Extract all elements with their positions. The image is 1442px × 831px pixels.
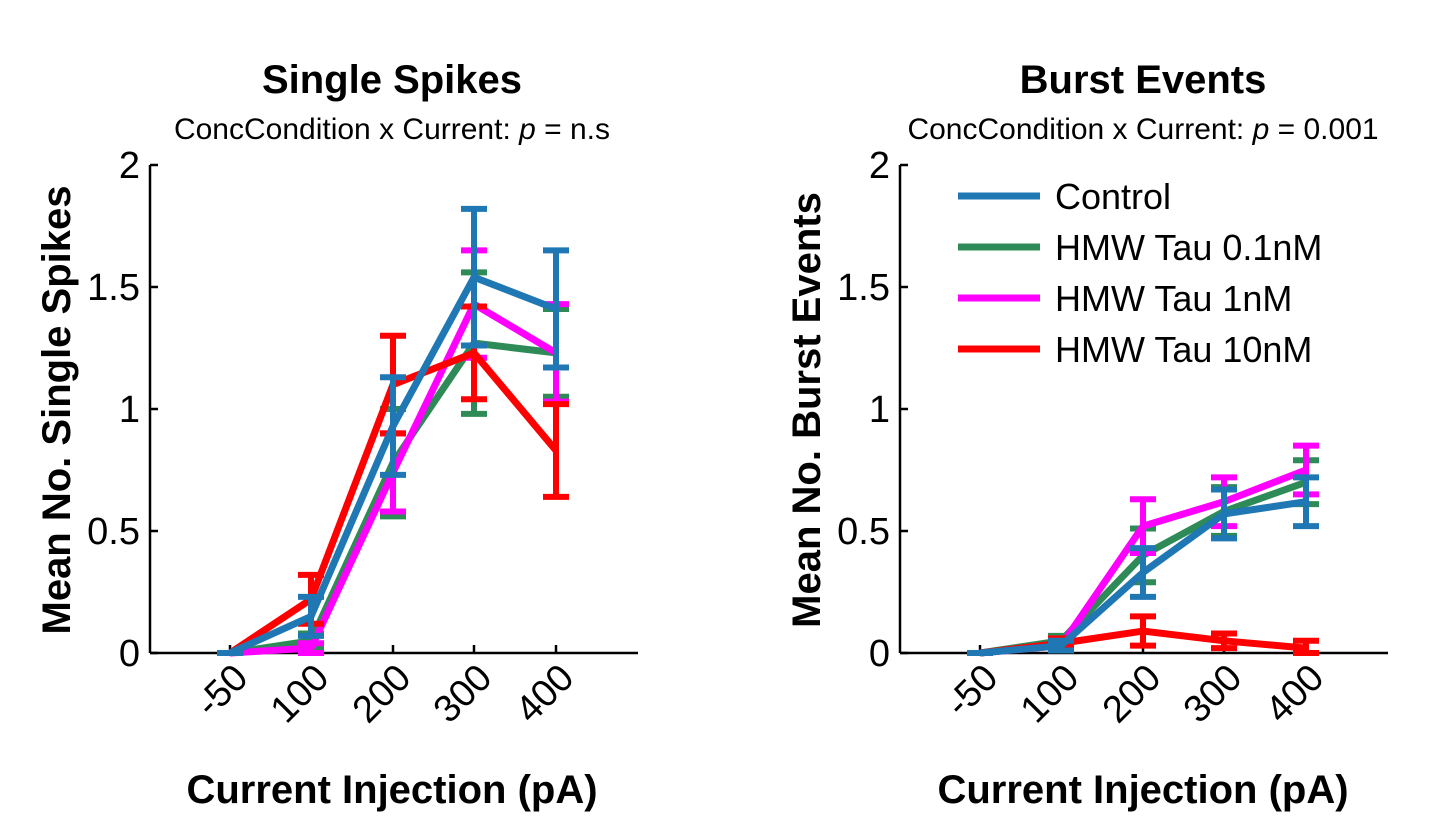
error-bar	[1048, 637, 1074, 654]
error-bar	[1293, 474, 1319, 530]
subtitle-prefix: ConcCondition x Current:	[907, 113, 1252, 146]
subtitle-suffix: = 0.001	[1269, 113, 1378, 146]
x-tick-label: 200	[1095, 657, 1170, 732]
chart-title: Single Spikes	[262, 58, 522, 102]
x-axis-label: Current Injection (pA)	[186, 768, 597, 812]
chart-subtitle: ConcCondition x Current: p = n.s	[174, 113, 610, 146]
legend-item-control: Control	[958, 176, 1171, 217]
subtitle-prefix: ConcCondition x Current:	[174, 113, 519, 146]
error-bar	[298, 640, 324, 656]
error-bar	[1211, 630, 1237, 652]
legend-item-hmw-tau-10nm: HMW Tau 10nM	[958, 329, 1312, 370]
error-bar	[543, 247, 569, 371]
legend-label: HMW Tau 1nM	[1055, 278, 1292, 319]
y-tick-label: 1.5	[87, 267, 140, 309]
x-tick-label: 200	[345, 657, 420, 732]
legend-item-hmw-tau-0-1nm: HMW Tau 0.1nM	[958, 227, 1322, 268]
x-tick-label: 400	[1258, 657, 1333, 732]
subtitle-p-symbol: p	[518, 113, 536, 146]
burst-events-panel: Burst Events ConcCondition x Current: p …	[785, 58, 1388, 812]
subtitle-suffix: = n.s	[536, 113, 610, 146]
x-tick-label: 300	[426, 657, 501, 732]
y-tick-label: 2	[869, 145, 890, 187]
x-tick-label: 300	[1176, 657, 1251, 732]
y-tick-label: 0	[119, 633, 140, 675]
series-layer	[217, 205, 569, 657]
error-bar	[380, 374, 406, 478]
error-bar	[1130, 545, 1156, 600]
chart-title: Burst Events	[1020, 58, 1267, 102]
x-tick-label: 100	[263, 657, 338, 732]
error-bar	[1293, 637, 1319, 656]
y-tick-label: 2	[119, 145, 140, 187]
x-tick-label: -50	[188, 657, 257, 726]
single-spikes-panel: Single Spikes ConcCondition x Current: p…	[35, 58, 638, 812]
series-layer	[967, 442, 1319, 657]
x-tick-label: 100	[1013, 657, 1088, 732]
series-control	[217, 205, 569, 657]
series-control	[967, 474, 1319, 657]
legend: Control HMW Tau 0.1nM HMW Tau 1nM HMW Tau 1…	[958, 176, 1322, 370]
y-tick-label: 0	[869, 633, 890, 675]
error-bar	[1211, 486, 1237, 542]
y-axis-label: Mean No. Burst Events	[785, 192, 829, 628]
chart-subtitle: ConcCondition x Current: p = 0.001	[907, 113, 1378, 146]
y-tick-label: 0.5	[87, 511, 140, 553]
x-tick-label: 400	[508, 657, 583, 732]
y-tick-label: 1	[869, 389, 890, 431]
error-bar	[298, 593, 324, 639]
x-tick-label: -50	[938, 657, 1007, 726]
y-axis-label: Mean No. Single Spikes	[35, 185, 79, 634]
error-bar	[1130, 613, 1156, 649]
y-tick-label: 1.5	[837, 267, 890, 309]
legend-label: HMW Tau 10nM	[1055, 329, 1312, 370]
subtitle-p-symbol: p	[1252, 113, 1270, 146]
y-tick-label: 0.5	[837, 511, 890, 553]
error-bar	[461, 205, 487, 349]
y-tick-label: 1	[119, 389, 140, 431]
legend-label: Control	[1055, 176, 1171, 217]
x-axis-label: Current Injection (pA)	[937, 768, 1348, 812]
error-bar	[543, 401, 569, 500]
legend-item-hmw-tau-1nm: HMW Tau 1nM	[958, 278, 1292, 319]
legend-label: HMW Tau 0.1nM	[1055, 227, 1322, 268]
